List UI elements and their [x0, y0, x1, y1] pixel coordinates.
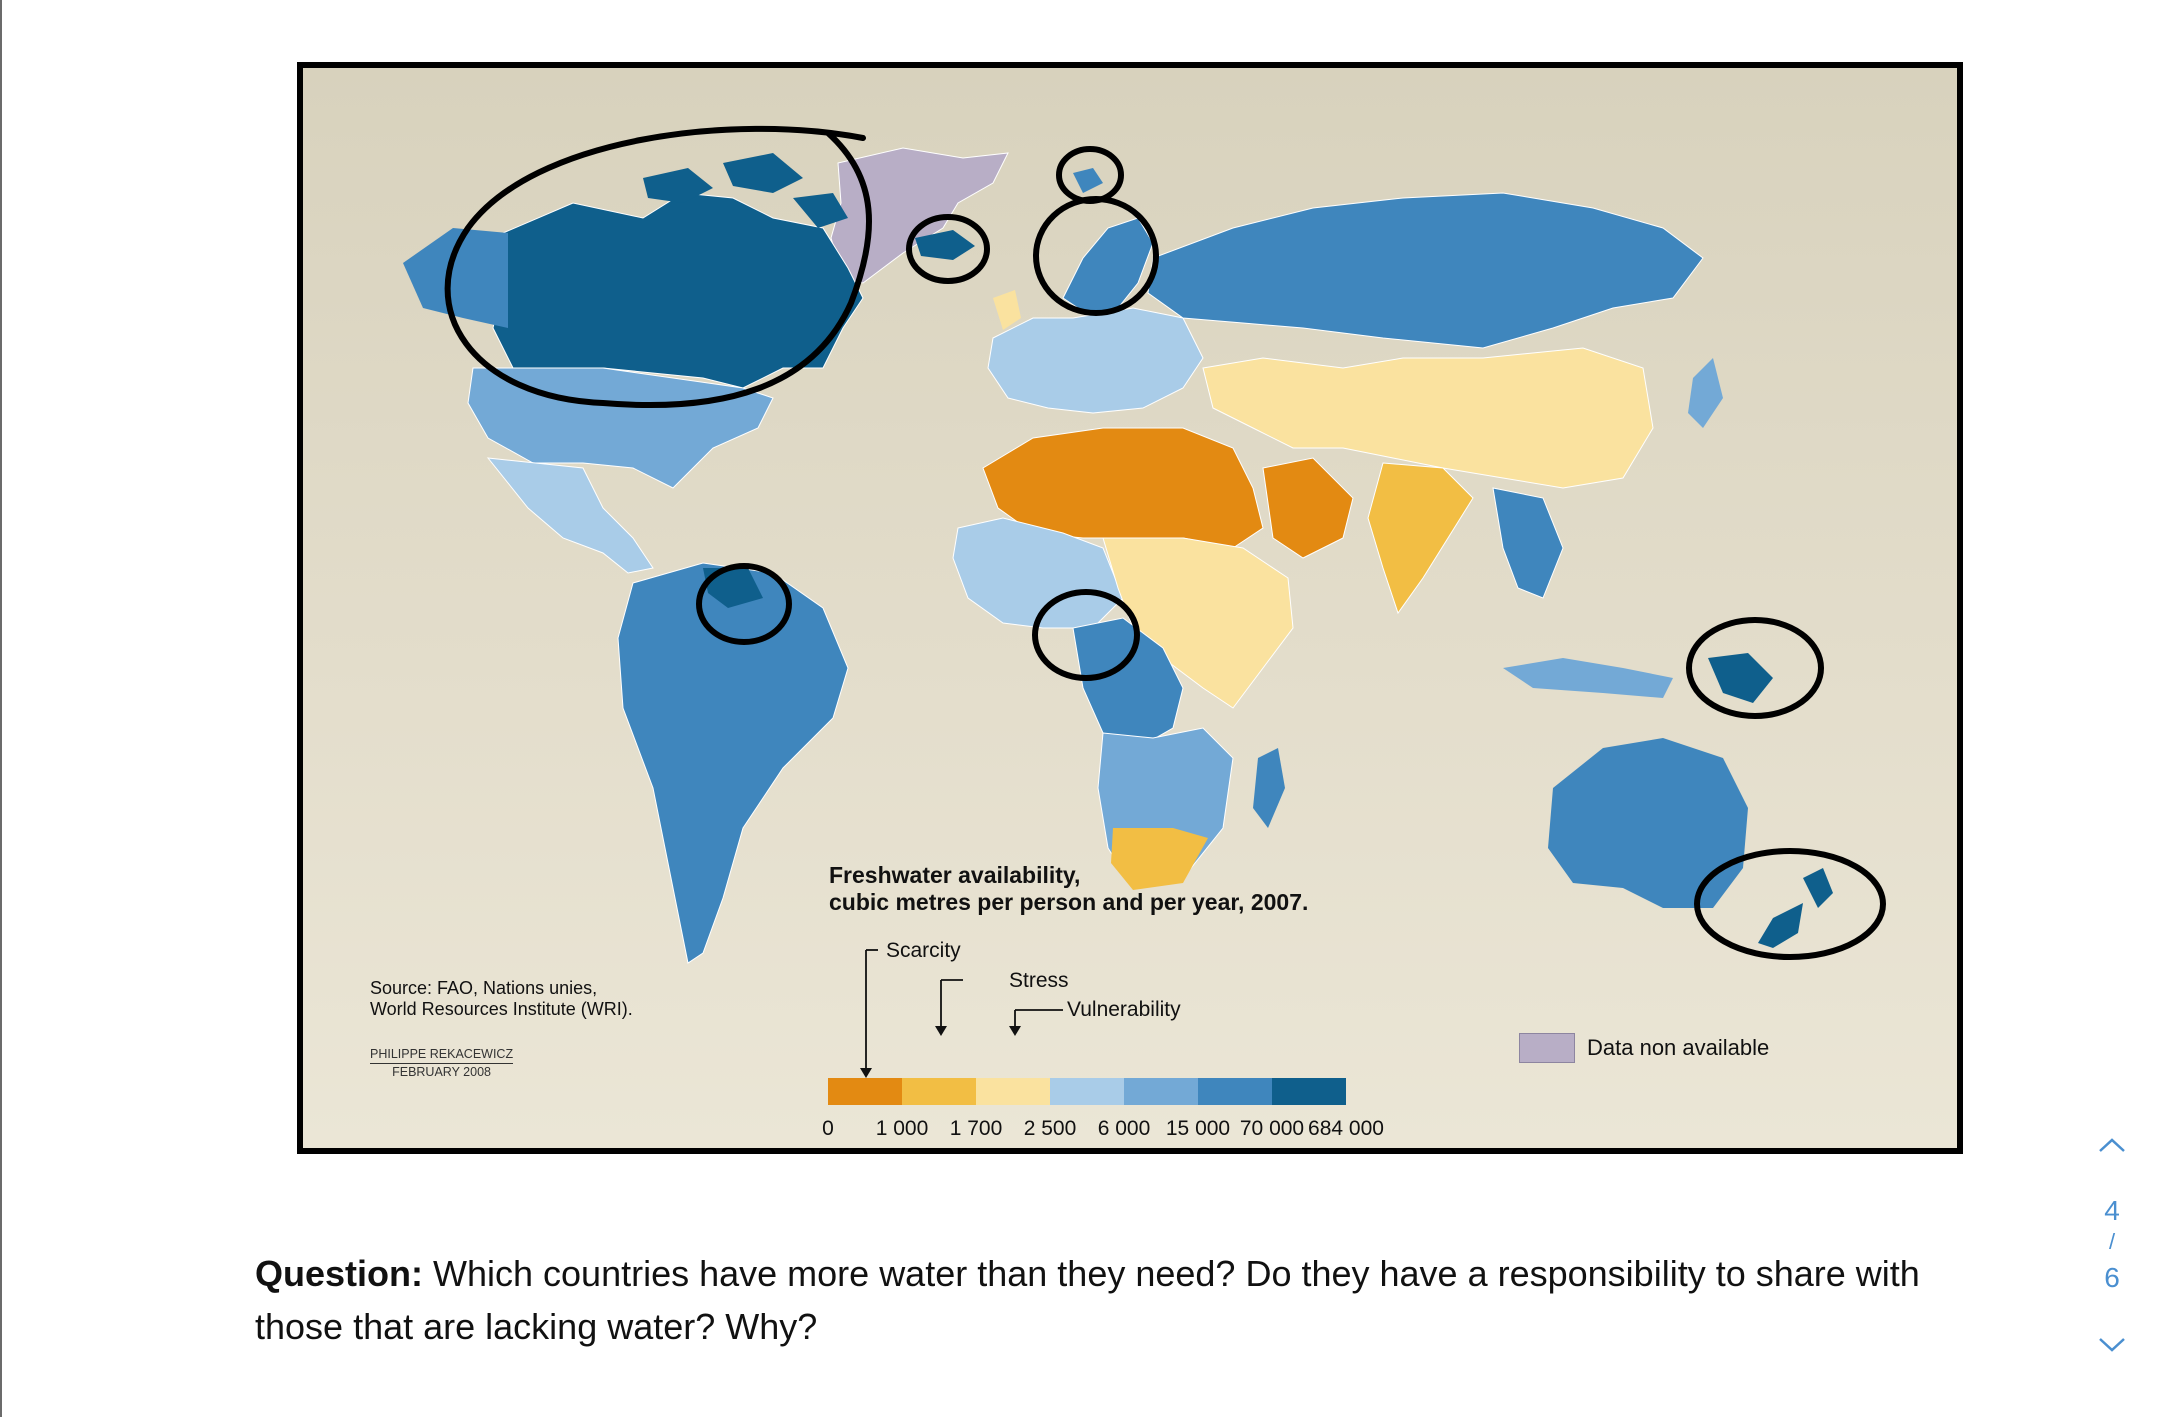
source-line1: Source: FAO, Nations unies,	[370, 978, 598, 998]
scale-bar-6	[1272, 1078, 1346, 1105]
author-date: FEBRUARY 2008	[392, 1065, 491, 1079]
label-scarcity: Scarcity	[886, 939, 961, 962]
scale-tick-labels: 0 1 000 1 700 2 500 6 000 15 000 70 000 684 000	[822, 1117, 1384, 1140]
scale-tick-1: 1 000	[876, 1117, 929, 1140]
india	[1367, 462, 1474, 615]
slide-image-frame: Freshwater availability, cubic metres pe…	[297, 62, 1963, 1154]
legend-title: Freshwater availability, cubic metres pe…	[829, 862, 1308, 916]
southeast-asia	[1492, 487, 1564, 599]
legend-title-line2: cubic metres per person and per year, 20…	[829, 889, 1309, 915]
scale-color-bars	[828, 1078, 1346, 1105]
uk-ireland	[993, 290, 1021, 330]
scale-tick-3: 2 500	[1024, 1117, 1077, 1140]
left-edge-rule	[0, 0, 2, 1417]
scale-tick-6: 70 000	[1240, 1117, 1304, 1140]
alaska	[403, 228, 508, 328]
greenland	[830, 147, 1009, 284]
indonesia	[1503, 658, 1673, 698]
russia	[1147, 192, 1704, 349]
new-zealand	[1758, 868, 1833, 948]
no-data-label: Data non available	[1587, 1035, 1770, 1060]
label-vulnerability: Vulnerability	[1067, 998, 1181, 1021]
south-america	[617, 562, 849, 964]
circle-new-zealand	[1694, 848, 1886, 960]
author-name: PHILIPPE REKACEWICZ	[370, 1046, 514, 1064]
circle-canada	[444, 125, 872, 409]
label-stress: Stress	[1009, 969, 1069, 992]
legend-title-line1: Freshwater availability,	[829, 862, 1081, 888]
chevron-down-icon[interactable]	[2098, 1337, 2126, 1353]
pager-separator: /	[2108, 1229, 2116, 1254]
no-data-legend: Data non available	[1519, 1033, 1769, 1063]
scale-bar-3	[1050, 1078, 1124, 1105]
world-freshwater-map	[403, 125, 1886, 964]
author-credit: PHILIPPE REKACEWICZ FEBRUARY 2008	[370, 1046, 514, 1080]
circle-guyana	[696, 563, 792, 645]
annotation-circles	[444, 125, 1886, 960]
question-body: Which countries have more water than the…	[255, 1253, 1920, 1347]
circle-iceland	[906, 214, 990, 284]
circle-scandinavia	[1033, 196, 1159, 316]
legend-scale: 0 1 000 1 700 2 500 6 000 15 000 70 000 684 000…	[822, 939, 1384, 1140]
scale-bar-0	[828, 1078, 902, 1105]
guyana-suriname	[703, 568, 763, 608]
threshold-arrowheads	[860, 1026, 1021, 1078]
slide-pager: 4 / 6	[2090, 1125, 2134, 1365]
iceland	[915, 230, 975, 260]
question-text: Question: Which countries have more wate…	[255, 1247, 1975, 1353]
scale-tick-0: 0	[822, 1117, 834, 1140]
chevron-up-icon[interactable]	[2098, 1137, 2126, 1153]
south-africa	[1111, 828, 1208, 890]
pager-current: 4	[2104, 1195, 2120, 1226]
arctic-islands	[643, 153, 848, 228]
source-note: Source: FAO, Nations unies, World Resour…	[370, 978, 633, 1020]
circle-papua-new-guinea	[1686, 617, 1824, 719]
papua-new-guinea	[1708, 653, 1773, 703]
australia	[1548, 738, 1748, 908]
pager-total: 6	[2104, 1262, 2120, 1293]
scale-bar-1	[902, 1078, 976, 1105]
scale-tick-4: 6 000	[1098, 1117, 1151, 1140]
circle-central-africa	[1032, 589, 1140, 681]
scale-tick-2: 1 700	[950, 1117, 1003, 1140]
sahel-east-africa	[1102, 537, 1294, 709]
central-asia-middle-east	[1202, 347, 1654, 489]
madagascar	[1253, 748, 1285, 828]
europe	[987, 307, 1204, 414]
usa	[467, 367, 774, 489]
scale-bar-2	[976, 1078, 1050, 1105]
threshold-pointers	[865, 949, 1063, 1068]
mexico-central-america	[486, 457, 654, 574]
no-data-swatch	[1519, 1033, 1575, 1063]
source-line2: World Resources Institute (WRI).	[370, 999, 633, 1019]
svalbard	[1073, 168, 1103, 193]
scale-tick-5: 15 000	[1166, 1117, 1230, 1140]
scale-bar-5	[1198, 1078, 1272, 1105]
scale-tick-7: 684 000	[1308, 1117, 1384, 1140]
scale-bar-4	[1124, 1078, 1198, 1105]
arabian-peninsula	[1262, 457, 1354, 559]
japan	[1688, 358, 1723, 428]
question-label: Question:	[255, 1253, 423, 1294]
